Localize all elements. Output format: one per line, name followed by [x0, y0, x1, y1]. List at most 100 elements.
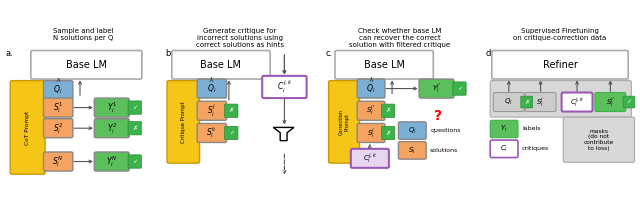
FancyBboxPatch shape [128, 101, 141, 114]
Text: ✗: ✗ [385, 108, 391, 113]
Text: $Y_i$: $Y_i$ [500, 124, 508, 134]
Text: labels: labels [522, 127, 540, 131]
FancyBboxPatch shape [94, 98, 129, 117]
FancyBboxPatch shape [44, 81, 73, 100]
Text: Critique Prompt: Critique Prompt [180, 101, 186, 143]
FancyBboxPatch shape [357, 123, 385, 142]
Text: ✓: ✓ [457, 86, 462, 91]
FancyBboxPatch shape [262, 76, 307, 98]
FancyBboxPatch shape [44, 152, 73, 171]
Text: $Q_i$: $Q_i$ [504, 97, 513, 107]
Text: Supervised Finetuning
on critique-correction data: Supervised Finetuning on critique-correc… [513, 28, 607, 41]
FancyBboxPatch shape [399, 142, 426, 159]
Text: Check whether base LM
can recover the correct
solution with filtered critique: Check whether base LM can recover the co… [349, 28, 451, 48]
Text: ✓: ✓ [132, 105, 138, 110]
Text: ?: ? [434, 109, 442, 123]
Text: ✓: ✓ [627, 100, 632, 105]
FancyBboxPatch shape [490, 120, 518, 138]
FancyBboxPatch shape [44, 98, 73, 117]
Text: $S_i^{j'}$: $S_i^{j'}$ [366, 104, 376, 117]
Text: $S_i^2$: $S_i^2$ [53, 121, 63, 136]
Text: Refiner: Refiner [543, 60, 577, 70]
Text: questions: questions [430, 128, 461, 133]
FancyBboxPatch shape [419, 79, 454, 98]
Text: $S_i^j$: $S_i^j$ [207, 103, 216, 119]
FancyBboxPatch shape [31, 50, 142, 79]
Text: masks
(do not
contribute
to loss): masks (do not contribute to loss) [584, 129, 614, 151]
FancyBboxPatch shape [44, 119, 73, 138]
Text: $C_i^{j,k}$: $C_i^{j,k}$ [570, 95, 584, 109]
FancyBboxPatch shape [563, 117, 634, 162]
Text: $S_i^{j}$: $S_i^{j}$ [367, 126, 375, 140]
FancyBboxPatch shape [357, 79, 385, 98]
FancyBboxPatch shape [595, 92, 626, 112]
Text: CoT Prompt: CoT Prompt [25, 110, 30, 145]
FancyBboxPatch shape [225, 126, 238, 140]
Text: ✗: ✗ [524, 100, 529, 105]
FancyBboxPatch shape [94, 152, 129, 171]
Text: $Y_i^2$: $Y_i^2$ [107, 121, 117, 136]
FancyBboxPatch shape [10, 81, 45, 174]
FancyBboxPatch shape [94, 119, 129, 138]
FancyBboxPatch shape [197, 123, 227, 142]
Text: $Q_i$: $Q_i$ [366, 82, 376, 95]
FancyBboxPatch shape [225, 104, 238, 117]
Text: $Q_i$: $Q_i$ [54, 84, 63, 96]
FancyBboxPatch shape [381, 126, 395, 140]
Text: Correction
Prompt: Correction Prompt [339, 109, 349, 135]
FancyBboxPatch shape [490, 81, 632, 117]
Text: $S_i$: $S_i$ [408, 145, 416, 156]
Text: ✗: ✗ [132, 126, 138, 131]
Text: ✗: ✗ [385, 130, 391, 135]
Text: Generate critique for
incorrect solutions using
correct solutions as hints: Generate critique for incorrect solution… [196, 28, 284, 48]
FancyBboxPatch shape [561, 92, 593, 112]
FancyBboxPatch shape [453, 82, 466, 95]
Text: $S_i^N$: $S_i^N$ [52, 154, 64, 169]
Text: $Y_i^{j'}$: $Y_i^{j'}$ [432, 82, 441, 95]
Text: critiques: critiques [522, 146, 549, 151]
FancyBboxPatch shape [381, 104, 395, 117]
FancyBboxPatch shape [172, 50, 270, 79]
Text: b.: b. [166, 49, 173, 58]
FancyBboxPatch shape [490, 140, 518, 158]
FancyBboxPatch shape [623, 96, 635, 108]
Text: $Q_i$: $Q_i$ [207, 82, 216, 95]
Text: ✓: ✓ [228, 130, 234, 135]
FancyBboxPatch shape [128, 155, 141, 168]
Text: $C_i^{j,k}$: $C_i^{j,k}$ [276, 79, 292, 95]
FancyBboxPatch shape [357, 101, 385, 120]
Text: Base LM: Base LM [200, 60, 241, 70]
Polygon shape [273, 127, 294, 141]
Text: ✗: ✗ [228, 108, 234, 113]
FancyBboxPatch shape [525, 92, 556, 112]
FancyBboxPatch shape [351, 149, 389, 168]
FancyBboxPatch shape [492, 50, 628, 79]
Text: d.: d. [486, 49, 493, 58]
Text: solutions: solutions [430, 148, 458, 153]
FancyBboxPatch shape [167, 81, 200, 163]
Text: $C_i$: $C_i$ [500, 144, 508, 154]
Text: Sample and label
N solutions per Q: Sample and label N solutions per Q [53, 28, 113, 41]
Text: $Y_i^1$: $Y_i^1$ [107, 100, 117, 115]
Text: $S_i^{j'}$: $S_i^{j'}$ [605, 95, 615, 109]
Text: $S_i^j$: $S_i^j$ [536, 95, 545, 109]
Text: $S_i^k$: $S_i^k$ [207, 126, 217, 140]
Text: Base LM: Base LM [66, 60, 107, 70]
FancyBboxPatch shape [328, 81, 360, 163]
FancyBboxPatch shape [493, 92, 524, 112]
FancyBboxPatch shape [197, 101, 227, 120]
Text: $Y_i^N$: $Y_i^N$ [106, 154, 117, 169]
Text: ...: ... [53, 145, 64, 155]
FancyBboxPatch shape [128, 121, 141, 135]
Text: $Q_i$: $Q_i$ [408, 126, 417, 136]
Text: c.: c. [326, 49, 333, 58]
Text: $C_i^{j,k}$: $C_i^{j,k}$ [363, 152, 377, 165]
FancyBboxPatch shape [335, 50, 433, 79]
FancyBboxPatch shape [521, 96, 532, 108]
Text: a.: a. [6, 49, 13, 58]
Text: Base LM: Base LM [364, 60, 404, 70]
Text: $S_i^1$: $S_i^1$ [53, 100, 63, 115]
Text: ✓: ✓ [132, 159, 138, 164]
FancyBboxPatch shape [399, 122, 426, 139]
FancyBboxPatch shape [197, 79, 227, 98]
